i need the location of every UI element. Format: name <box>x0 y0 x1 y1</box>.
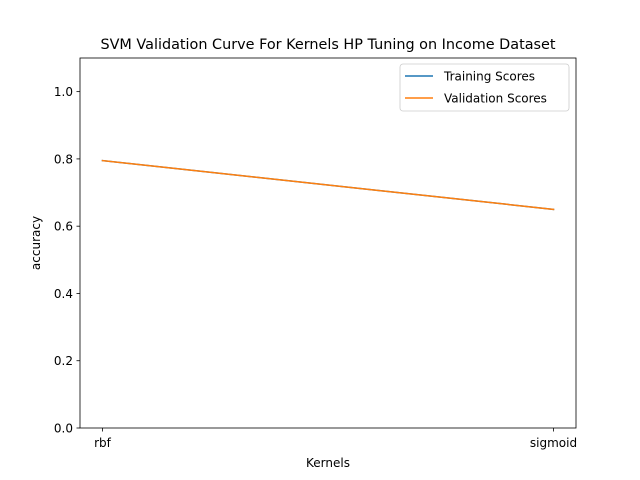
series-line-validation <box>101 159 555 211</box>
legend-box <box>399 63 570 112</box>
legend-label: Validation Scores <box>444 92 547 106</box>
legend-items: Training Scores Validation Scores <box>405 70 547 106</box>
series-layer <box>101 159 555 211</box>
plot-frame <box>79 57 577 429</box>
y-tick-label: 0.6 <box>54 220 73 234</box>
y-axis-ticks: 0.0 0.2 0.4 0.6 0.8 1.0 <box>54 85 80 436</box>
y-tick-label: 0.0 <box>54 422 73 436</box>
x-tick-label: rbf <box>94 436 112 450</box>
y-tick-label: 0.4 <box>54 287 73 301</box>
x-axis-label: Kernels <box>306 456 350 470</box>
chart-title: SVM Validation Curve For Kernels HP Tuni… <box>100 37 555 53</box>
y-tick-label: 0.8 <box>54 152 73 166</box>
y-axis-label: accuracy <box>29 216 43 270</box>
x-axis-ticks: rbf sigmoid <box>94 428 577 450</box>
legend: Training Scores Validation Scores <box>399 63 570 112</box>
legend-label: Training Scores <box>443 70 535 84</box>
x-tick-label: sigmoid <box>530 436 577 450</box>
y-tick-label: 0.2 <box>54 354 73 368</box>
y-tick-label: 1.0 <box>54 85 73 99</box>
